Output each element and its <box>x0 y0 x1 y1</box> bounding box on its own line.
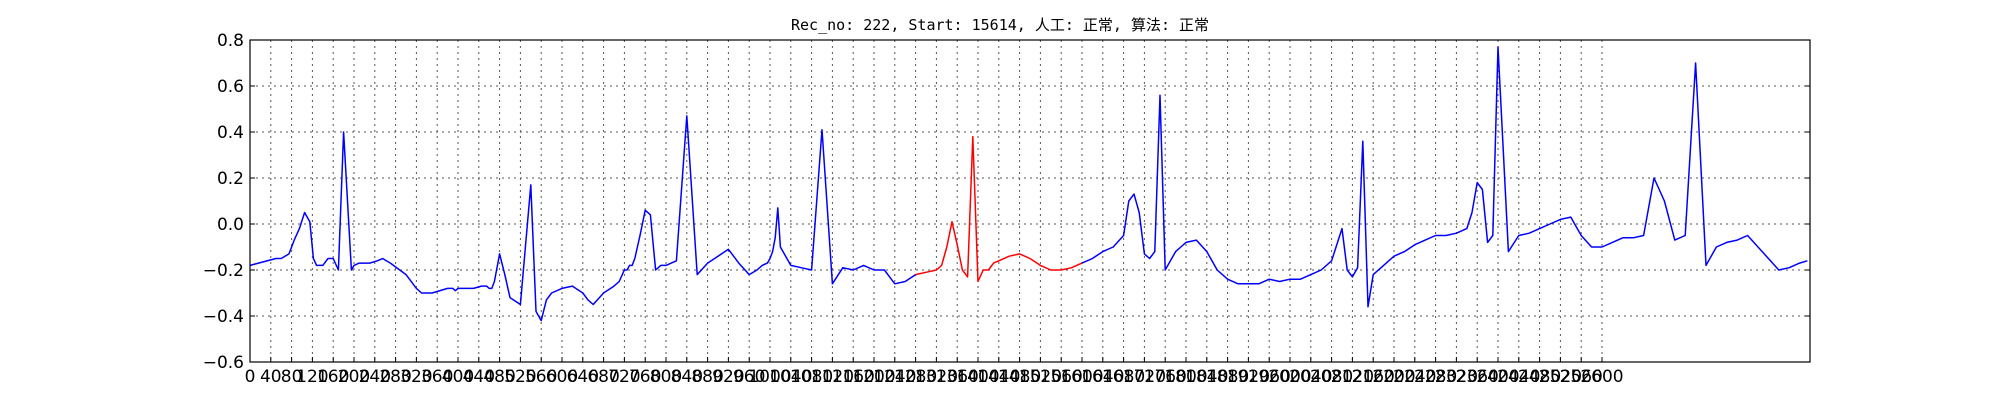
x-tick-label: 480 <box>483 367 515 387</box>
x-tick-label: 800 <box>650 367 682 387</box>
x-tick-label: 2160 <box>1352 367 1395 387</box>
x-tick-label: 360 <box>421 367 453 387</box>
y-tick-label: 0.0 <box>217 215 244 235</box>
x-tick-label: 1520 <box>1019 367 1062 387</box>
series-line-2 <box>915 135 1083 283</box>
y-tick-label: 0.4 <box>217 123 244 143</box>
x-tick-label: 2200 <box>1372 367 1415 387</box>
x-tick-label: 560 <box>525 367 557 387</box>
y-tick-label: −0.2 <box>203 261 244 281</box>
x-tick-label: 1600 <box>1060 367 1103 387</box>
x-tick-label: 80 <box>281 367 303 387</box>
grid-layer <box>249 39 1810 363</box>
x-tick-label: 120 <box>296 367 328 387</box>
x-tick-label: 2000 <box>1268 367 1311 387</box>
x-tick-label: 960 <box>733 367 765 387</box>
x-tick-label: 880 <box>691 367 723 387</box>
x-tick-label: 280 <box>379 367 411 387</box>
y-tick-labels: −0.6 −0.4 −0.2 0.0 0.2 0.4 0.6 0.8 <box>203 31 244 373</box>
x-tick-label: 1000 <box>748 367 791 387</box>
x-tick-label: 1120 <box>811 367 854 387</box>
x-tick-label: 680 <box>587 367 619 387</box>
x-tick-label: 2120 <box>1331 367 1374 387</box>
x-tick-label: 760 <box>629 367 661 387</box>
x-tick-label: 600 <box>546 367 578 387</box>
x-tick-label: 1640 <box>1081 367 1124 387</box>
x-tick-label: 1480 <box>998 367 1041 387</box>
x-tick-label: 720 <box>608 367 640 387</box>
x-tick-label: 1760 <box>1144 367 1187 387</box>
y-tick-label: 0.2 <box>217 169 244 189</box>
x-tick-label: 1880 <box>1206 367 1249 387</box>
x-tick-label: 2240 <box>1393 367 1436 387</box>
x-tick-label: 40 <box>260 367 282 387</box>
plot-frame <box>249 39 1811 363</box>
y-tick-label: 0.6 <box>217 77 244 97</box>
chart-title: Rec_no: 222, Start: 15614, 人工: 正常, 算法: 正… <box>791 16 1209 34</box>
x-tick-label: 2280 <box>1414 367 1457 387</box>
x-tick-label: 1720 <box>1123 367 1166 387</box>
series-line-3 <box>1081 46 1808 308</box>
x-tick-label: 2520 <box>1539 367 1582 387</box>
x-tick-label: 1680 <box>1102 367 1145 387</box>
x-tick-label: 0 <box>245 367 256 387</box>
x-tick-label: 520 <box>504 367 536 387</box>
y-tick-label: −0.6 <box>203 353 244 373</box>
y-tick-label: 0.8 <box>217 31 244 51</box>
x-tick-label: 1320 <box>915 367 958 387</box>
x-tick-label: 1280 <box>894 367 937 387</box>
x-tick-label: 1200 <box>852 367 895 387</box>
x-tick-label: 2080 <box>1310 367 1353 387</box>
y-tick-label: −0.4 <box>203 307 244 327</box>
x-tick-label: 2320 <box>1435 367 1478 387</box>
x-tick-label: 200 <box>338 367 370 387</box>
series-line-1 <box>249 115 917 322</box>
x-tick-label: 2600 <box>1580 367 1623 387</box>
x-tick-label: 1080 <box>790 367 833 387</box>
x-tick-label: 1360 <box>936 367 979 387</box>
x-tick-label: 1040 <box>769 367 812 387</box>
tick-layer <box>249 39 1810 363</box>
x-tick-labels: 0 40 8012016020024028032036040044048052056… <box>245 367 1624 387</box>
x-tick-label: 1560 <box>1040 367 1083 387</box>
x-tick-label: 2400 <box>1476 367 1519 387</box>
x-tick-label: 2480 <box>1518 367 1561 387</box>
x-tick-label: 160 <box>317 367 349 387</box>
x-tick-label: 1400 <box>956 367 999 387</box>
x-tick-label: 1960 <box>1248 367 1291 387</box>
x-tick-label: 920 <box>712 367 744 387</box>
series-layer <box>249 46 1808 322</box>
x-tick-label: 1800 <box>1164 367 1207 387</box>
x-tick-label: 1440 <box>977 367 1020 387</box>
x-tick-label: 240 <box>359 367 391 387</box>
x-tick-label: 2440 <box>1497 367 1540 387</box>
x-tick-label: 640 <box>567 367 599 387</box>
x-tick-label: 2560 <box>1560 367 1603 387</box>
x-tick-label: 400 <box>442 367 474 387</box>
x-tick-label: 840 <box>671 367 703 387</box>
x-tick-label: 440 <box>463 367 495 387</box>
x-tick-label: 1240 <box>873 367 916 387</box>
x-tick-label: 320 <box>400 367 432 387</box>
x-tick-label: 1160 <box>832 367 875 387</box>
x-tick-label: 2040 <box>1289 367 1332 387</box>
x-tick-label: 1920 <box>1227 367 1270 387</box>
x-tick-label: 1840 <box>1185 367 1228 387</box>
x-tick-label: 2360 <box>1456 367 1499 387</box>
